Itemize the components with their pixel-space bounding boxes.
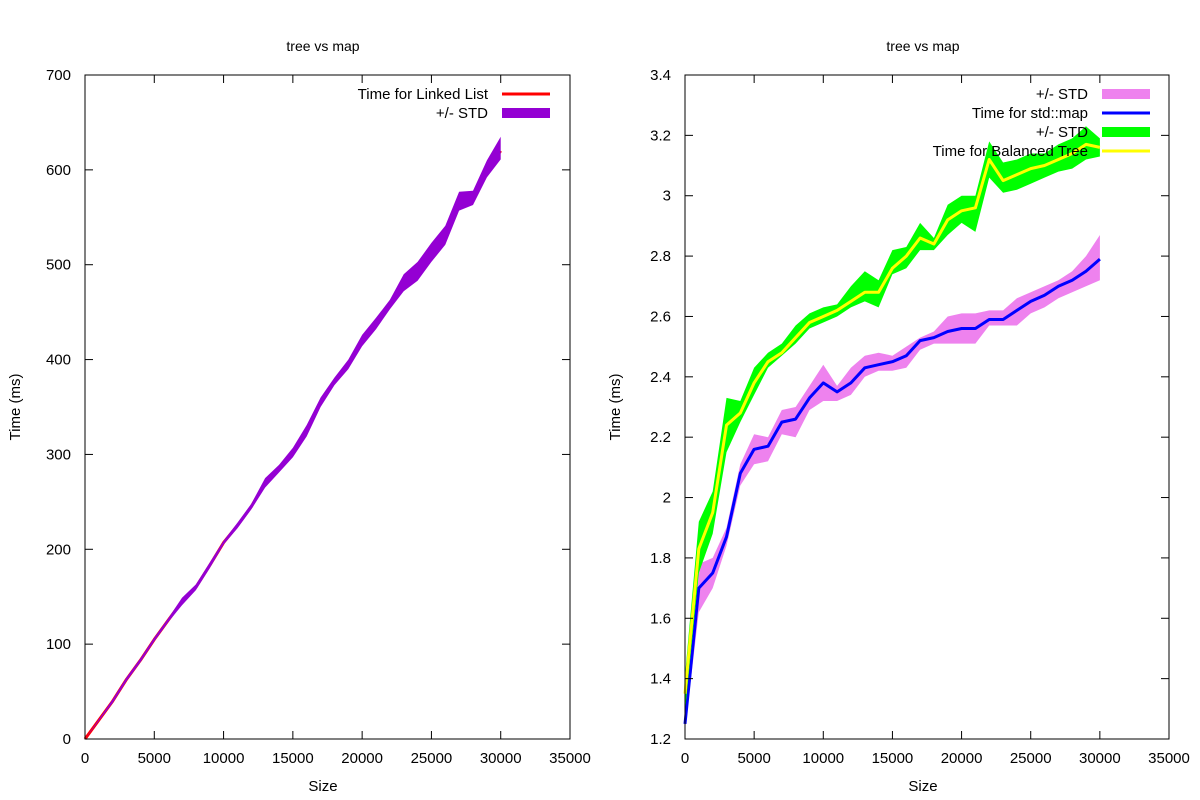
x-axis-label: Size	[308, 778, 337, 795]
plot-frame	[84, 74, 571, 740]
y-tick-label: 100	[46, 636, 71, 653]
plot-marks	[83, 136, 502, 740]
legend: Time for Linked List +/- STD	[358, 86, 550, 122]
legend-swatch	[502, 108, 550, 118]
legend-entry: Time for Linked List	[358, 86, 550, 103]
y-tick-label: 1.2	[650, 731, 671, 748]
legend-entry: Time for Balanced Tree	[933, 143, 1150, 160]
y-tick-label: 2.8	[650, 248, 671, 265]
plot-marks	[683, 126, 1101, 730]
y-tick-label: 600	[46, 162, 71, 179]
std-band-2	[685, 126, 1100, 712]
x-tick-label: 25000	[411, 750, 453, 767]
x-tick-label: 30000	[480, 750, 522, 767]
legend-label: Time for Balanced Tree	[933, 143, 1088, 160]
std-band-0	[685, 235, 1100, 730]
y-tick-label: 500	[46, 257, 71, 274]
x-tick-label: 10000	[802, 750, 844, 767]
series-line-1	[683, 257, 1101, 725]
std-band-1	[85, 136, 501, 739]
x-tick-label: 20000	[341, 750, 383, 767]
y-tick-label: 400	[46, 352, 71, 369]
x-ticks: 0 5000 10000 15000 20000 25000 30000 35000	[681, 75, 1190, 767]
x-ticks: 0 5000 10000 15000 20000 25000 30000 35000	[81, 75, 591, 767]
legend-swatch	[1102, 89, 1150, 99]
series-line-3	[683, 142, 1101, 694]
chart-title: tree vs map	[886, 38, 959, 54]
y-tick-label: 300	[46, 446, 71, 463]
y-tick-label: 0	[63, 731, 71, 748]
y-tick-label: 3.2	[650, 127, 671, 144]
legend-entry: +/- STD	[1036, 86, 1150, 103]
y-ticks: 0 100 200 300 400 500 600 700	[46, 67, 570, 748]
chart-title: tree vs map	[286, 38, 359, 54]
x-axis-label: Size	[908, 778, 937, 795]
x-tick-label: 20000	[941, 750, 983, 767]
x-tick-label: 0	[681, 750, 689, 767]
legend-label: +/- STD	[1036, 124, 1088, 141]
y-tick-label: 3.4	[650, 67, 671, 84]
x-tick-label: 15000	[872, 750, 914, 767]
legend-label: +/- STD	[436, 105, 488, 122]
y-tick-label: 2.4	[650, 369, 671, 386]
x-tick-label: 35000	[1148, 750, 1190, 767]
legend-label: +/- STD	[1036, 86, 1088, 103]
chart-left: tree vs map 0 5000 10000 15000 20000 25000 300…	[7, 38, 591, 795]
y-tick-label: 1.4	[650, 671, 671, 688]
legend-entry: +/- STD	[436, 105, 550, 122]
y-tick-label: 200	[46, 541, 71, 558]
y-axis-label: Time (ms)	[7, 374, 24, 441]
legend-label: Time for std::map	[972, 105, 1088, 122]
y-axis-label: Time (ms)	[607, 374, 624, 441]
x-tick-label: 30000	[1079, 750, 1121, 767]
x-tick-label: 5000	[138, 750, 171, 767]
y-tick-label: 2.6	[650, 308, 671, 325]
y-tick-label: 1.8	[650, 550, 671, 567]
x-tick-label: 35000	[549, 750, 591, 767]
y-tick-label: 2	[663, 490, 671, 507]
legend-entry: Time for std::map	[972, 105, 1150, 122]
legend-swatch	[1102, 127, 1150, 137]
chart-right: tree vs map 0 5000 10000 15000 20000 25000 300…	[607, 38, 1190, 795]
y-tick-label: 700	[46, 67, 71, 84]
x-tick-label: 25000	[1010, 750, 1052, 767]
y-tick-label: 2.2	[650, 429, 671, 446]
y-ticks: 1.2 1.4 1.6 1.8 2 2.2 2.4 2.6 2.8 3 3.2 3.4	[650, 67, 1169, 748]
legend-entry: +/- STD	[1036, 124, 1150, 141]
y-tick-label: 1.6	[650, 610, 671, 627]
x-tick-label: 0	[81, 750, 89, 767]
plot-frame	[684, 74, 1170, 740]
y-tick-label: 3	[663, 188, 671, 205]
legend-label: Time for Linked List	[358, 86, 489, 103]
x-tick-label: 10000	[203, 750, 245, 767]
x-tick-label: 5000	[737, 750, 770, 767]
x-tick-label: 15000	[272, 750, 314, 767]
